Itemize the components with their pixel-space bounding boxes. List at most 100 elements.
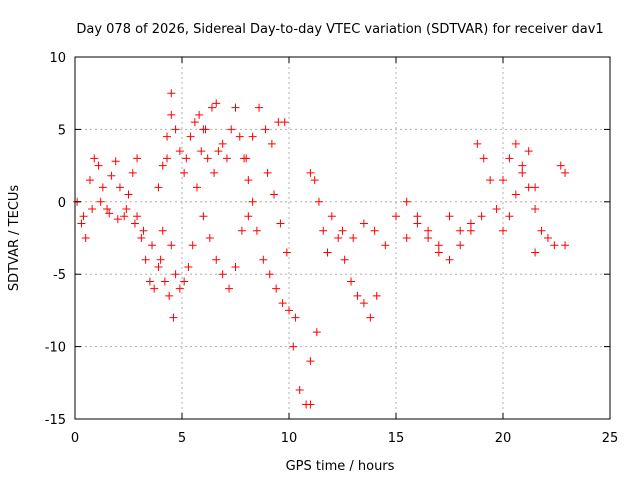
data-point — [456, 226, 465, 235]
x-tick-label: 0 — [71, 431, 79, 446]
x-tick-label: 10 — [281, 431, 298, 446]
data-point — [561, 168, 570, 177]
data-point — [402, 197, 411, 206]
data-point — [180, 277, 189, 286]
x-tick-label: 20 — [495, 431, 512, 446]
data-point — [156, 255, 165, 264]
data-point — [505, 212, 514, 221]
data-point — [291, 313, 300, 322]
data-point — [445, 255, 454, 264]
data-point — [163, 154, 172, 163]
data-point — [81, 234, 90, 242]
data-point — [171, 270, 180, 279]
series-track-j — [252, 226, 300, 322]
data-point — [88, 205, 97, 214]
data-point — [85, 176, 94, 185]
data-point — [524, 147, 533, 156]
y-tick-label: -5 — [53, 268, 66, 283]
data-point — [195, 110, 204, 119]
data-point — [115, 183, 124, 192]
data-point — [270, 190, 279, 199]
series-track-e — [167, 125, 210, 293]
series-track-l — [306, 168, 332, 257]
data-point — [359, 299, 368, 308]
data-point — [242, 154, 251, 163]
data-point — [486, 176, 495, 185]
data-point — [473, 139, 482, 148]
data-point — [79, 212, 88, 221]
data-point — [347, 277, 356, 286]
data-point — [158, 161, 167, 170]
data-point — [244, 176, 253, 185]
data-point — [306, 357, 315, 366]
data-point — [466, 226, 475, 235]
series-track-g — [199, 212, 253, 293]
data-point — [128, 168, 137, 177]
data-point — [319, 226, 328, 235]
data-series — [73, 89, 570, 409]
x-tick-label: 5 — [178, 431, 186, 446]
chart-title: Day 078 of 2026, Sidereal Day-to-day VTE… — [76, 22, 603, 37]
data-point — [145, 277, 154, 286]
data-point — [90, 154, 99, 163]
data-point — [188, 241, 197, 250]
data-point — [492, 205, 501, 214]
data-point — [222, 154, 231, 163]
data-point — [210, 168, 219, 177]
data-point — [505, 154, 514, 163]
data-point — [124, 190, 133, 199]
data-point — [413, 219, 422, 228]
data-point — [306, 400, 315, 409]
data-point — [160, 277, 169, 286]
data-point — [141, 255, 150, 264]
data-point — [255, 103, 264, 112]
data-point — [137, 234, 146, 242]
data-point — [381, 241, 390, 250]
data-point — [531, 205, 540, 214]
y-tick-label: 10 — [49, 51, 66, 66]
data-point — [353, 291, 362, 300]
data-point — [154, 262, 163, 271]
data-point — [212, 255, 221, 264]
data-point — [227, 125, 236, 134]
data-point — [182, 154, 191, 163]
data-point — [511, 139, 520, 148]
data-point — [77, 219, 86, 228]
data-point — [214, 147, 223, 156]
data-point — [434, 248, 443, 257]
data-point — [103, 205, 112, 214]
series-track-f — [182, 99, 221, 163]
series-track-d — [154, 110, 189, 192]
data-point — [237, 226, 246, 235]
data-point — [543, 234, 552, 242]
data-point — [310, 176, 319, 185]
data-point — [511, 190, 520, 199]
series-track-h — [210, 103, 257, 206]
data-point — [167, 241, 176, 250]
data-point — [285, 306, 293, 315]
data-point — [323, 248, 332, 257]
data-point — [372, 291, 381, 300]
plot-frame — [74, 56, 611, 420]
data-point — [524, 183, 533, 192]
data-point — [289, 342, 298, 351]
data-point — [456, 241, 465, 250]
data-point — [282, 248, 291, 257]
y-axis-label: SDTVAR / TECUs — [7, 185, 22, 292]
y-tick-label: 5 — [58, 123, 66, 138]
data-point — [327, 212, 336, 221]
data-point — [263, 168, 272, 177]
data-point — [133, 212, 142, 221]
data-point — [150, 284, 159, 293]
data-point — [359, 219, 368, 228]
data-point — [312, 328, 321, 337]
data-point — [424, 226, 433, 235]
series-track-p — [402, 197, 486, 264]
data-point — [518, 161, 527, 170]
x-axis-label: GPS time / hours — [286, 459, 395, 474]
data-point — [105, 209, 114, 218]
data-point — [175, 147, 184, 156]
data-point — [218, 270, 227, 279]
data-point — [130, 219, 139, 228]
